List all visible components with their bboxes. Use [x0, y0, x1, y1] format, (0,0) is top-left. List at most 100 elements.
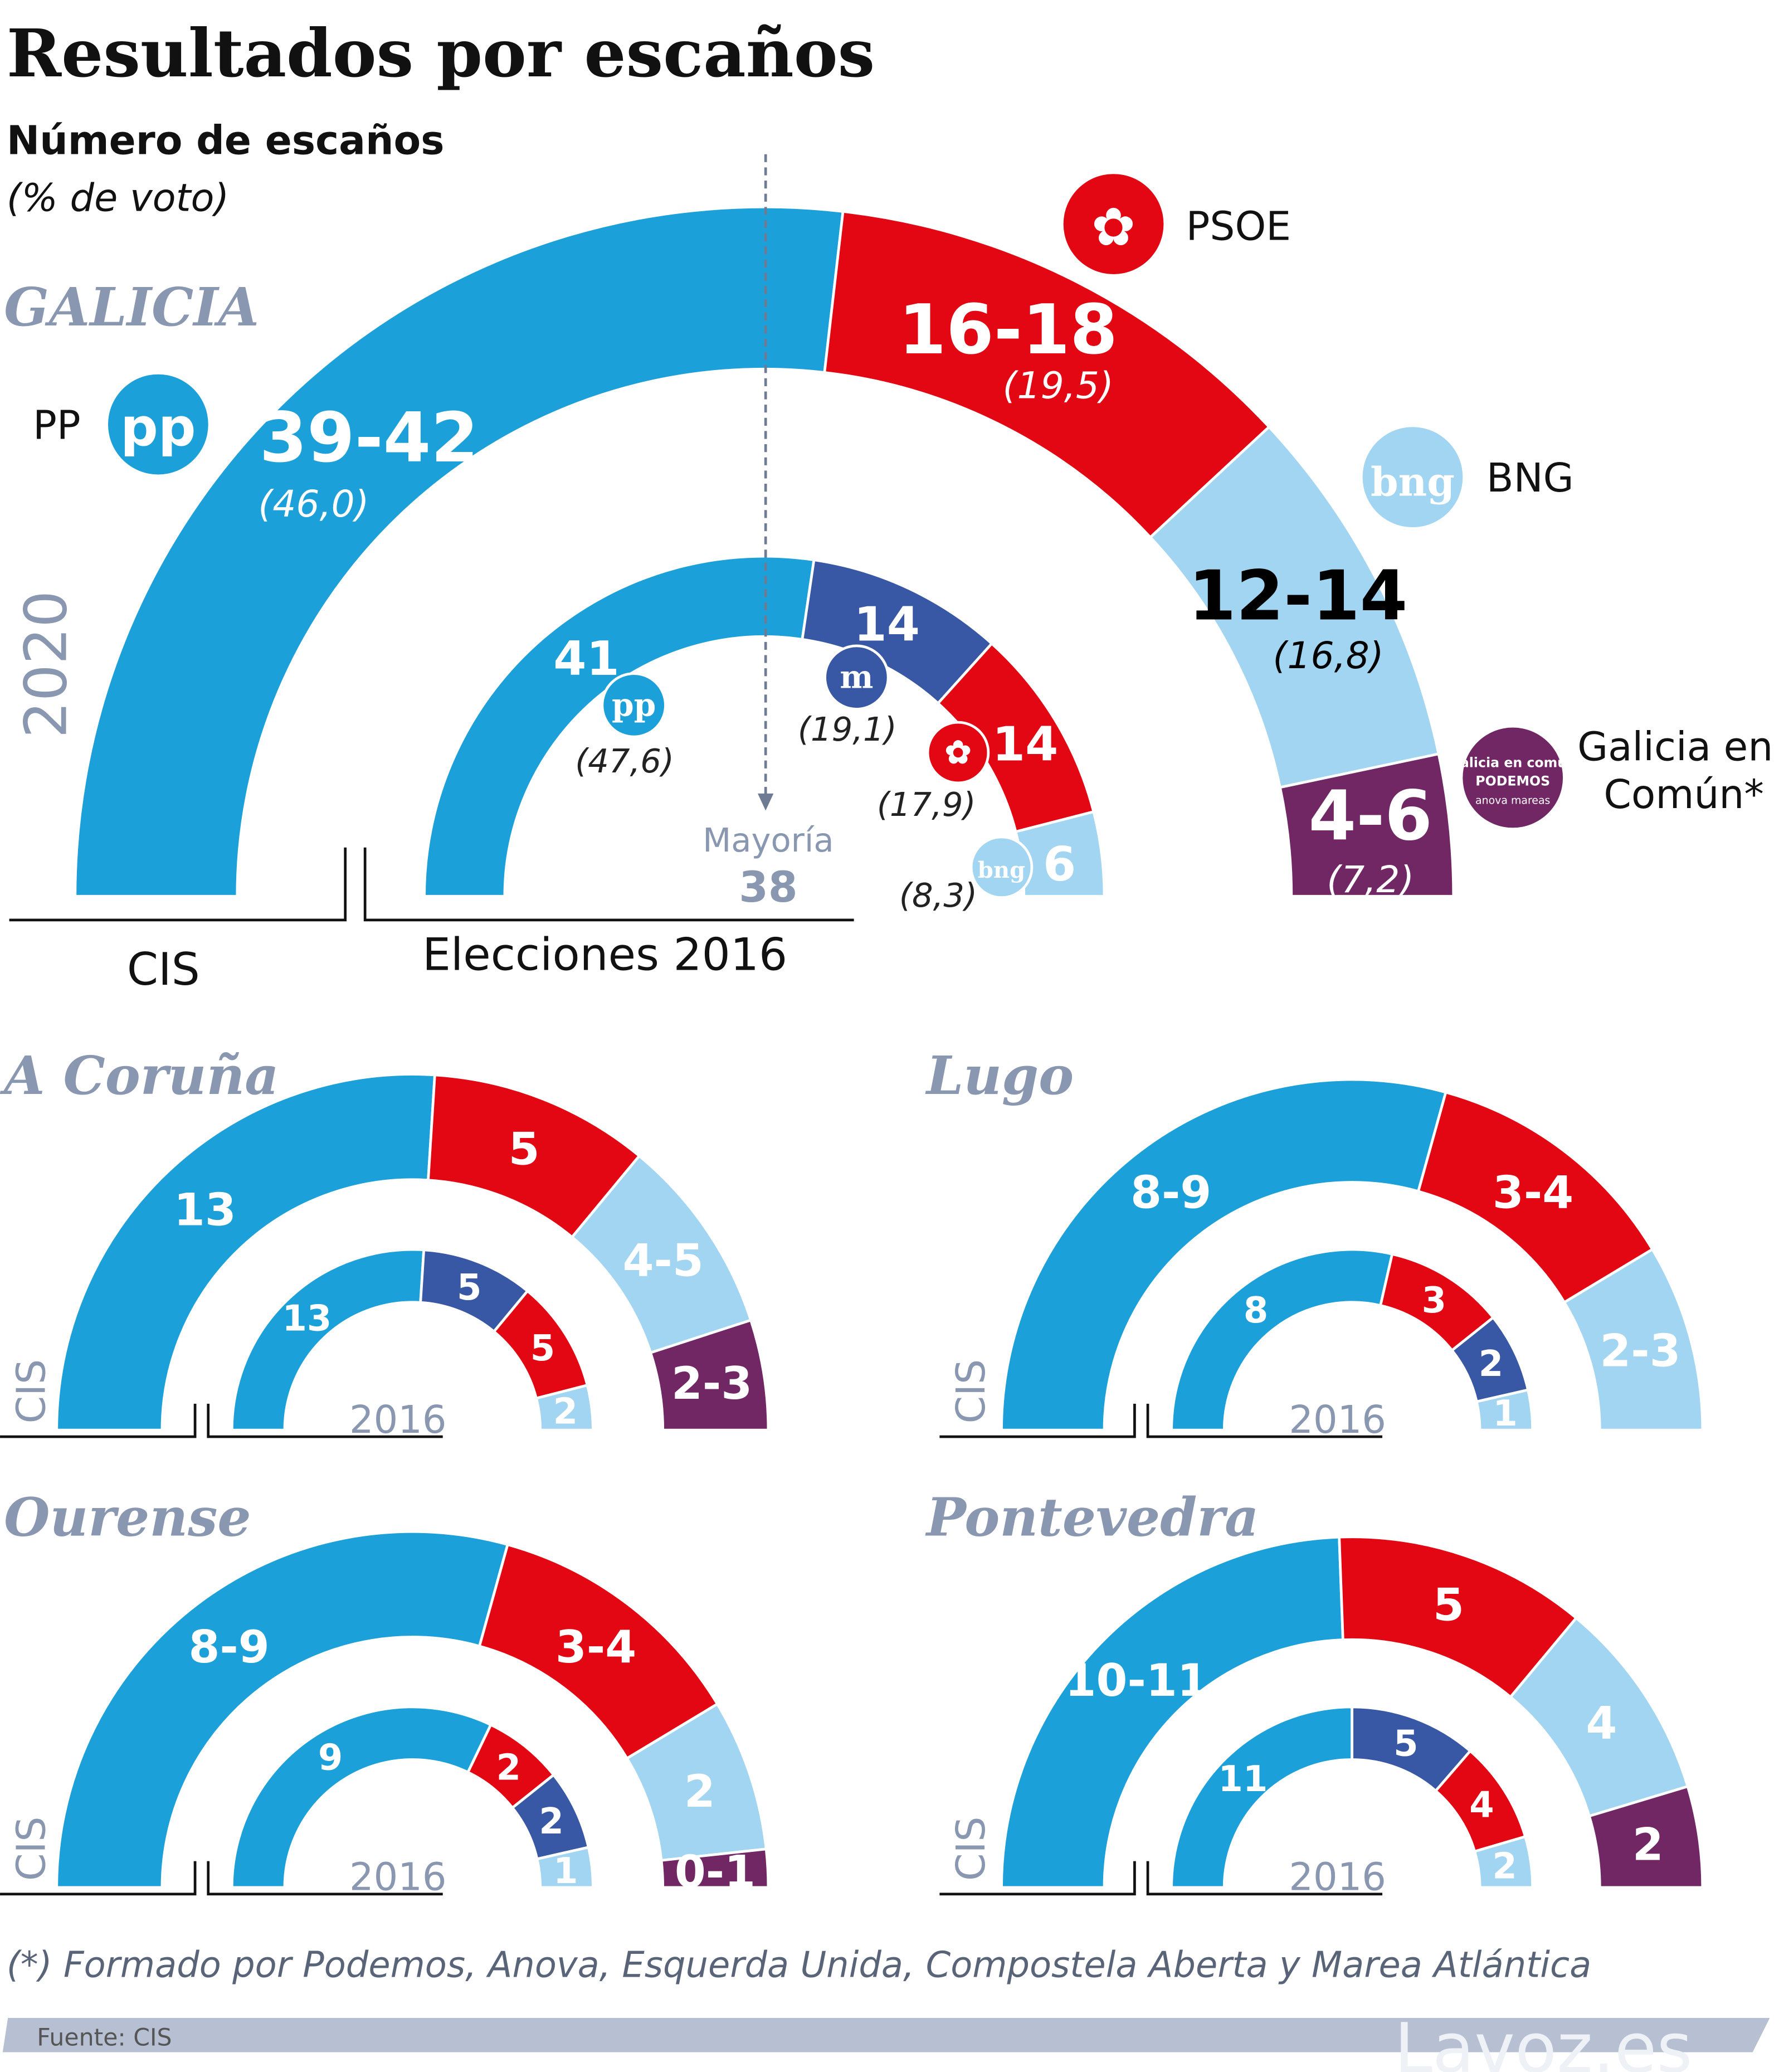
bracket-2016 [1146, 1861, 1383, 1896]
galicia-en-comun-logo-icon [1463, 727, 1563, 828]
seat-label: 5 [457, 1267, 481, 1309]
segment-pp [55, 1530, 510, 1889]
seat-label: 10-11 [1065, 1654, 1208, 1706]
seat-label: 3-4 [1493, 1166, 1573, 1219]
year-label: 2020 [12, 591, 80, 738]
seat-label: 8 [1244, 1290, 1268, 1331]
segment-pp [1000, 1078, 1447, 1432]
ring-label-2016: 2016 [1289, 1398, 1386, 1442]
svg-text:bng: bng [978, 857, 1025, 883]
seat-label: 2 [553, 1391, 578, 1432]
segment-bng [534, 1383, 594, 1432]
seat-label: 2-3 [1600, 1324, 1680, 1377]
psoe-rose-logo-icon [1063, 174, 1164, 274]
segment-gec [1278, 752, 1455, 898]
seat-label: 39-42 [260, 398, 479, 478]
seat-label: 3-4 [555, 1621, 636, 1673]
svg-text:✿: ✿ [945, 734, 972, 771]
vote-label: (19,5) [1003, 364, 1114, 407]
vote-label: (47,6) [575, 742, 674, 780]
seat-label: 4 [1469, 1784, 1494, 1826]
region-title-galicia: GALICIA [4, 276, 259, 338]
seat-label: 14 [854, 597, 920, 652]
segment-pp [1170, 1705, 1354, 1889]
seat-label: 1 [1493, 1393, 1517, 1434]
segment-pp [423, 555, 816, 898]
segment-pp [55, 1073, 436, 1432]
seat-label: 13 [174, 1184, 236, 1236]
seat-label: 4-6 [1309, 777, 1432, 857]
svg-text:✿: ✿ [1091, 197, 1135, 258]
svg-text:pp: pp [612, 687, 656, 723]
chart-pontevedra: 10-11 5 4 2 11 5 4 2 CIS 2016 [939, 1535, 1704, 1900]
chart-galicia: 39-42 (46,0) 16-18(19,5) 12-14(16,8) 4-6(7,2… [74, 205, 1455, 915]
chart-a-coruña: 13 5 4-5 2-3 13 5 5 2 CIS 2016 [0, 1073, 770, 1442]
segment-pp [1000, 1535, 1344, 1889]
legend-label-bng: BNG [1486, 455, 1574, 501]
seat-label: 6 [1043, 837, 1076, 892]
vote-label: (19,1) [798, 710, 897, 748]
legend-gec: Galicia en común PODEMOS anova mareas Ga… [1449, 724, 1773, 828]
bng-logo-icon: bng [969, 835, 1034, 899]
seat-label: 2 [1479, 1344, 1503, 1385]
bracket-2016 [207, 1403, 443, 1438]
segment-bng [1562, 1247, 1704, 1432]
bng-logo-icon [1362, 427, 1463, 528]
bracket-cis [939, 1861, 1136, 1896]
ring-label-2016: 2016 [349, 1398, 447, 1442]
legend-pp: PP pp [33, 374, 208, 475]
seat-label: 4-5 [623, 1234, 704, 1286]
seat-label: 11 [1219, 1759, 1268, 1800]
segment-pp [74, 205, 845, 898]
region-title-pontevedra: Pontevedra [925, 1486, 1259, 1548]
vote-label: (17,9) [877, 785, 976, 824]
bracket-cis [0, 1403, 197, 1438]
pp-logo-icon [108, 374, 208, 475]
segment-pp [230, 1248, 426, 1432]
seat-label: 4 [1586, 1697, 1617, 1749]
majority-marker: Mayoría 38 [703, 154, 834, 912]
segment-bng [535, 1845, 594, 1889]
seat-label: 2 [684, 1765, 715, 1817]
source: Fuente: CIS [37, 2024, 172, 2052]
vote-label: (7,2) [1327, 858, 1414, 901]
ring-label-2016: 2016 [349, 1855, 447, 1900]
legend-label-psoe: PSOE [1186, 203, 1291, 249]
en-marea-logo-icon: m [823, 644, 890, 711]
ring-label-cis: CIS [948, 1817, 994, 1881]
ring-label-cis: CIS [127, 943, 200, 995]
footer-bar: Fuente: CIS Lavoz.es [2, 2009, 1770, 2072]
seat-label: 14 [992, 717, 1058, 772]
charts-layer: 39-42 (46,0) 16-18(19,5) 12-14(16,8) 4-6(7,2… [0, 205, 1704, 1900]
seat-label: 0-1 [675, 1845, 756, 1898]
seat-label: 2 [496, 1748, 521, 1789]
region-title-lugo: Lugo [925, 1045, 1074, 1107]
galicia-brackets: CIS Elecciones 2016 [9, 847, 854, 995]
region-title-coruna: A Coruña [0, 1045, 279, 1107]
legend-psoe: ✿ PSOE [1063, 174, 1291, 274]
ring-label-2016: Elecciones 2016 [422, 928, 787, 981]
seat-label: 2 [1632, 1818, 1664, 1871]
segment-gec [649, 1318, 770, 1432]
pp-logo-icon: pp [601, 672, 667, 738]
svg-text:Galicia en común: Galicia en común [1449, 755, 1576, 771]
page-title: Resultados por escaños [7, 14, 875, 92]
vote-label: (16,8) [1273, 634, 1384, 677]
region-title-ourense: Ourense [4, 1486, 251, 1548]
seat-label: 2 [539, 1801, 563, 1842]
legend-label-gec-1: Galicia en [1577, 724, 1773, 770]
segment-gec [1587, 1784, 1704, 1889]
seat-label: 5 [530, 1328, 555, 1369]
seat-label: 13 [282, 1298, 332, 1339]
bracket-cis [0, 1861, 197, 1896]
seat-label: 2 [1492, 1846, 1517, 1887]
seat-label: 12-14 [1188, 557, 1407, 636]
svg-text:anova mareas: anova mareas [1475, 795, 1550, 807]
seat-label: 5 [509, 1122, 540, 1175]
ring-label-cis: CIS [948, 1359, 994, 1423]
footnote: (*) Formado por Podemos, Anova, Esquerda… [7, 1945, 1591, 1986]
ring-label-cis: CIS [8, 1817, 54, 1881]
ring-label-2016: 2016 [1289, 1855, 1386, 1900]
seat-label: 9 [318, 1738, 343, 1779]
